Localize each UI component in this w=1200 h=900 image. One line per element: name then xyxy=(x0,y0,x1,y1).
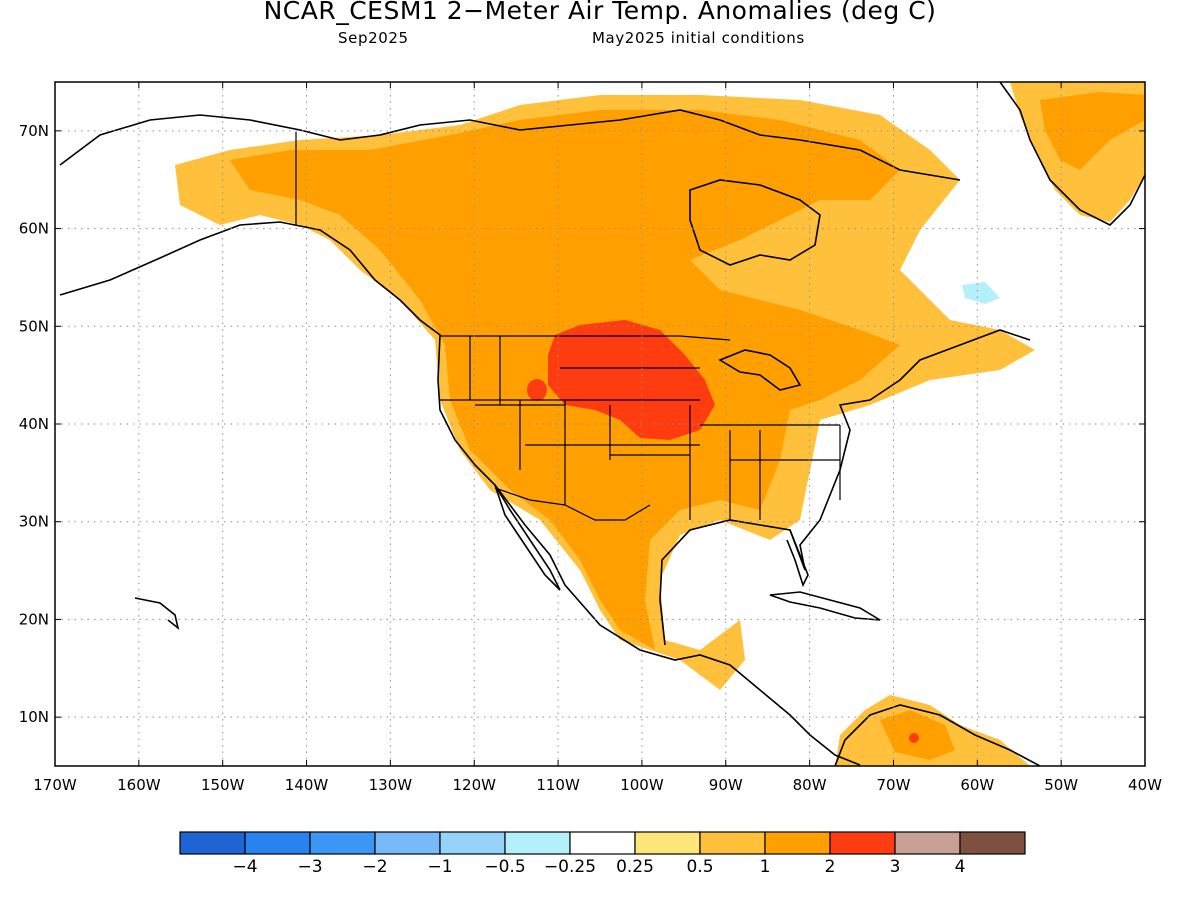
colorbar-swatch xyxy=(764,831,831,855)
colorbar-swatch xyxy=(179,831,246,855)
colorbar-swatch xyxy=(699,831,766,855)
lon-tick-label: 160W xyxy=(117,776,161,794)
lon-tick-label: 150W xyxy=(201,776,245,794)
colorbar-swatch xyxy=(439,831,506,855)
lat-tick-label: 50N xyxy=(19,317,49,335)
colorbar-swatch xyxy=(569,831,636,855)
lat-tick-label: 30N xyxy=(19,513,49,531)
anomaly-fill-layer xyxy=(175,82,1145,766)
lon-tick-label: 100W xyxy=(620,776,664,794)
colorbar-label: 0.25 xyxy=(616,857,654,877)
coastline-florida xyxy=(786,529,809,588)
lon-tick-label: 140W xyxy=(285,776,329,794)
map-title: NCAR_CESM1 2−Meter Air Temp. Anomalies (… xyxy=(263,0,937,25)
coastline-great-lakes xyxy=(718,349,802,391)
lon-tick-label: 130W xyxy=(369,776,413,794)
lon-tick-label: 90W xyxy=(709,776,743,794)
colorbar-swatch xyxy=(894,831,961,855)
colorbar-label: 0.5 xyxy=(686,857,713,877)
colorbar-swatch xyxy=(244,831,311,855)
colorbar-label: −3 xyxy=(297,857,322,877)
colorbar-label: −4 xyxy=(232,857,257,877)
anomaly-region-red xyxy=(548,320,715,440)
lon-tick-label: 120W xyxy=(452,776,496,794)
lon-tick-label: 70W xyxy=(877,776,911,794)
lon-tick-label: 80W xyxy=(793,776,827,794)
coastline-gulf xyxy=(659,329,1031,646)
initial-conditions-label: May2025 initial conditions xyxy=(592,29,805,47)
lat-tick-label: 20N xyxy=(19,610,49,628)
colorbar-swatch xyxy=(829,831,896,855)
colorbar-label: 3 xyxy=(890,857,901,877)
anomaly-region-cool-patch xyxy=(962,282,1000,304)
lon-tick-label: 170W xyxy=(33,776,77,794)
coastline-arctic xyxy=(59,109,961,181)
lon-tick-label: 110W xyxy=(536,776,580,794)
colorbar-swatch xyxy=(959,831,1026,855)
colorbar-label: 1 xyxy=(760,857,771,877)
colorbar-label: −0.25 xyxy=(544,857,596,877)
colorbar: −4 −3 −2 −1 −0.5 −0.25 0.25 0.5 1 2 3 4 xyxy=(179,831,1026,877)
anomaly-region-red-idaho xyxy=(527,379,547,401)
colorbar-label: 4 xyxy=(955,857,966,877)
coastline-hawaii xyxy=(134,597,180,631)
colorbar-label: 2 xyxy=(825,857,836,877)
lon-tick-label: 50W xyxy=(1044,776,1078,794)
lon-tick-label: 60W xyxy=(960,776,994,794)
colorbar-label: −0.5 xyxy=(484,857,525,877)
colorbar-swatch xyxy=(374,831,441,855)
lat-tick-label: 10N xyxy=(19,708,49,726)
border-us-canada xyxy=(440,335,731,341)
valid-month-label: Sep2025 xyxy=(338,29,409,47)
coastline-north-america xyxy=(59,221,861,766)
anomaly-hotspot-venezuela xyxy=(909,733,919,743)
axes: 10N 20N 30N 40N 50N 60N 70N 170W 160W 150W 140W 130… xyxy=(19,82,1162,794)
colorbar-swatch xyxy=(309,831,376,855)
state-border-layer xyxy=(295,132,841,521)
coastline-greenland xyxy=(999,82,1145,226)
colorbar-label: −2 xyxy=(362,857,387,877)
coastline-south-america xyxy=(834,704,1041,766)
colorbar-swatch xyxy=(634,831,701,855)
colorbar-swatch xyxy=(504,831,571,855)
lat-tick-label: 40N xyxy=(19,415,49,433)
coastline-baja xyxy=(494,484,561,591)
lon-tick-label: 40W xyxy=(1128,776,1162,794)
lat-tick-label: 70N xyxy=(19,122,49,140)
anomaly-region-greenland-warm xyxy=(1040,92,1145,170)
border-states xyxy=(440,336,841,520)
lat-tick-label: 60N xyxy=(19,220,49,238)
coastline-hudson-bay xyxy=(689,179,821,266)
border-us-mexico xyxy=(494,487,651,521)
coastline-cuba xyxy=(769,591,881,621)
colorbar-label: −1 xyxy=(427,857,452,877)
coastline-layer xyxy=(59,82,1145,766)
